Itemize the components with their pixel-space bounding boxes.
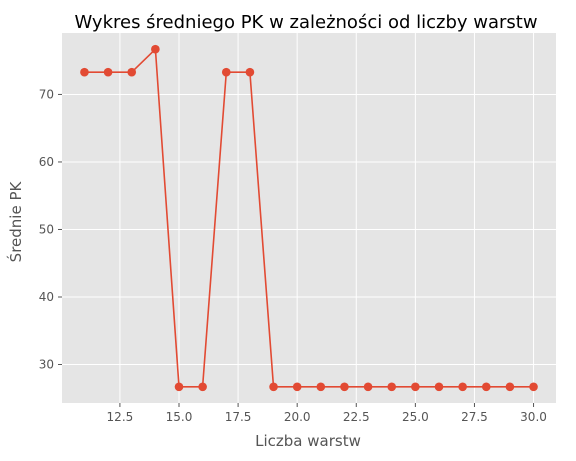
data-point: [481, 382, 491, 392]
series-group: [80, 44, 538, 392]
data-point: [434, 382, 444, 392]
data-point: [316, 382, 326, 392]
data-point: [245, 67, 255, 77]
x-axis-ticks: 12.5 15.0 17.5 20.0 22.5 25.0 27.5 30.0: [107, 403, 547, 424]
data-point: [458, 382, 467, 392]
y-tick-label: 30: [39, 358, 54, 372]
x-tick-label: 17.5: [225, 410, 252, 424]
data-point: [529, 382, 538, 392]
y-tick-label: 60: [39, 155, 54, 169]
data-point: [411, 382, 420, 392]
data-point: [292, 382, 302, 392]
data-point: [505, 382, 515, 392]
x-tick-label: 27.5: [461, 410, 488, 424]
data-point: [198, 382, 207, 392]
data-point: [269, 382, 278, 392]
data-point: [103, 67, 113, 77]
y-tick-label: 70: [39, 87, 54, 101]
x-tick-label: 30.0: [520, 410, 547, 424]
data-point: [127, 67, 137, 77]
data-point: [363, 382, 373, 392]
data-point: [340, 382, 349, 392]
y-tick-label: 50: [39, 222, 54, 236]
data-point: [151, 44, 160, 54]
x-tick-label: 12.5: [107, 410, 134, 424]
data-point: [221, 67, 231, 77]
x-axis-label: Liczba warstw: [255, 432, 361, 450]
x-tick-label: 20.0: [284, 410, 311, 424]
y-tick-label: 40: [39, 290, 54, 304]
data-point: [80, 67, 89, 77]
chart-title: Wykres średniego PK w zależności od licz…: [74, 12, 537, 33]
y-axis-label: Średnie PK: [6, 181, 25, 263]
grid: [62, 33, 556, 403]
x-tick-label: 15.0: [166, 410, 193, 424]
y-axis-ticks: 30 40 50 60 70: [39, 87, 62, 372]
data-point: [387, 382, 397, 392]
x-tick-label: 22.5: [343, 410, 370, 424]
x-tick-label: 25.0: [402, 410, 429, 424]
plot-area: [62, 33, 556, 403]
data-point: [174, 382, 184, 392]
